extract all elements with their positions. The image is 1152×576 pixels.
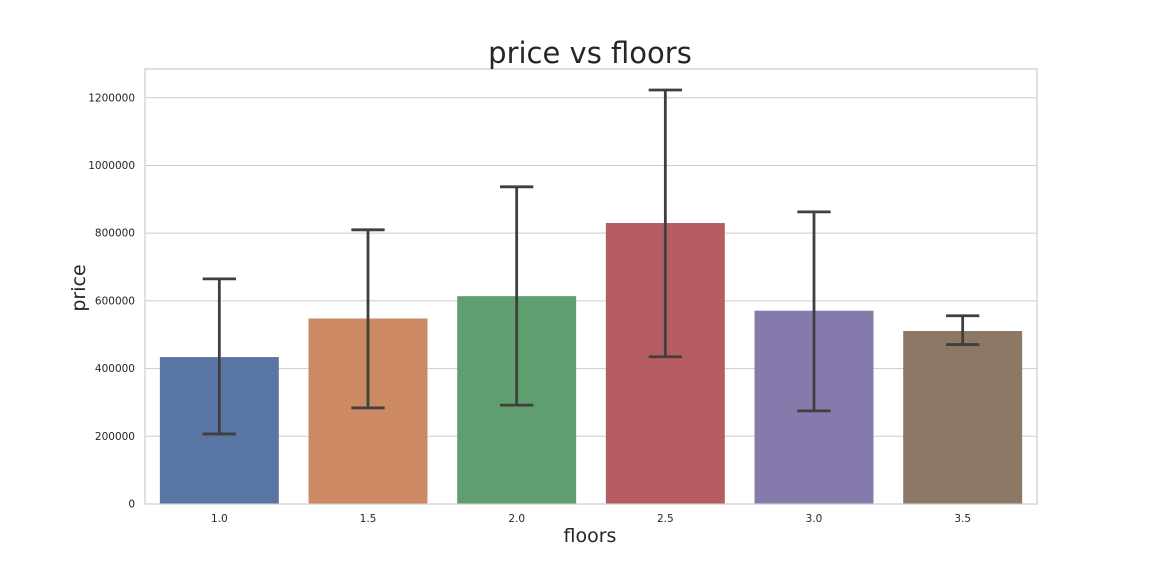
error-bar-2-0 (500, 185, 534, 407)
plot-frame (144, 68, 1038, 505)
x-tick-labels: 1.0 1.5 2.0 2.5 3.0 3.5 (211, 513, 971, 525)
x-tick-label: 1.5 (360, 513, 377, 525)
x-axis-label: floors (564, 525, 617, 547)
y-tick-label: 800000 (95, 228, 135, 240)
error-bar-3-5 (946, 314, 980, 346)
error-bar-3-0 (797, 210, 831, 413)
y-axis-label: price (68, 264, 90, 311)
error-bar-1-0 (202, 277, 236, 436)
x-tick-label: 1.0 (211, 513, 228, 525)
y-tick-label: 400000 (95, 363, 135, 375)
x-tick-label: 2.0 (508, 513, 525, 525)
y-tick-label: 200000 (95, 431, 135, 443)
x-tick-label: 2.5 (657, 513, 674, 525)
chart-title: price vs floors (488, 36, 692, 70)
y-tick-label: 1000000 (88, 160, 135, 172)
error-bar-1-5 (351, 228, 385, 410)
bar-3-5 (903, 331, 1023, 504)
y-tick-label: 600000 (95, 295, 135, 307)
x-tick-label: 3.0 (806, 513, 823, 525)
y-tick-labels: 0 200000 400000 600000 800000 1000000 1200000 (88, 92, 135, 510)
y-tick-label: 0 (128, 499, 135, 511)
error-bar-2-5 (648, 88, 682, 359)
x-tick-label: 3.5 (954, 513, 971, 525)
bars (159, 223, 1023, 505)
y-tick-label: 1200000 (88, 92, 135, 104)
error-bars (202, 88, 980, 436)
grid-lines (145, 97, 1037, 437)
